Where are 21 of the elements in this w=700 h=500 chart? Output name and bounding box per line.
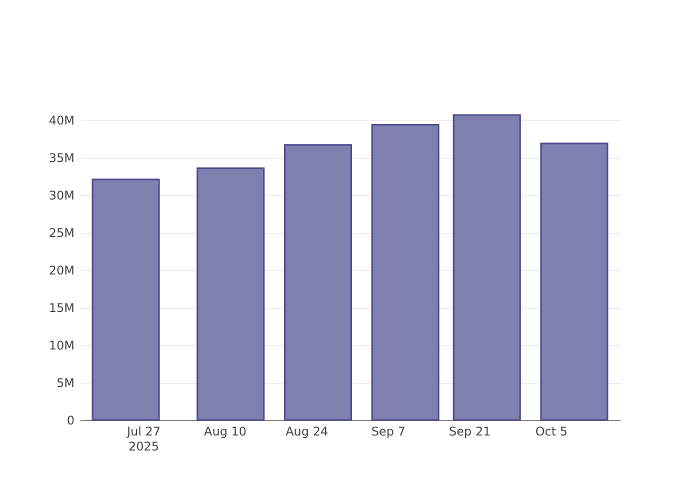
bar <box>284 144 352 421</box>
x-tick-label: Oct 5 <box>535 424 568 438</box>
bar <box>371 124 440 421</box>
x-tick-label: Sep 21 <box>449 424 491 438</box>
y-tick-label: 10M <box>48 338 74 353</box>
y-tick-label: 0 <box>66 414 74 428</box>
x-tick-label: Sep 7 <box>371 424 406 438</box>
bar <box>540 142 608 421</box>
y-tick-label: 30M <box>48 188 74 203</box>
y-tick-label: 5M <box>56 376 74 390</box>
y-tick-label: 15M <box>48 301 74 316</box>
y-tick-label: 20M <box>48 264 74 278</box>
x-tick-label: Aug 24 <box>286 424 328 438</box>
bar <box>452 114 521 421</box>
bar <box>92 178 160 421</box>
bar <box>196 167 265 421</box>
y-tick-label: 40M <box>48 114 74 128</box>
x-tick-label: Jul 27 2025 <box>126 424 161 454</box>
x-tick-label: Aug 10 <box>204 424 247 438</box>
y-tick-label: 25M <box>48 226 74 240</box>
y-tick-label: 35M <box>48 151 74 166</box>
